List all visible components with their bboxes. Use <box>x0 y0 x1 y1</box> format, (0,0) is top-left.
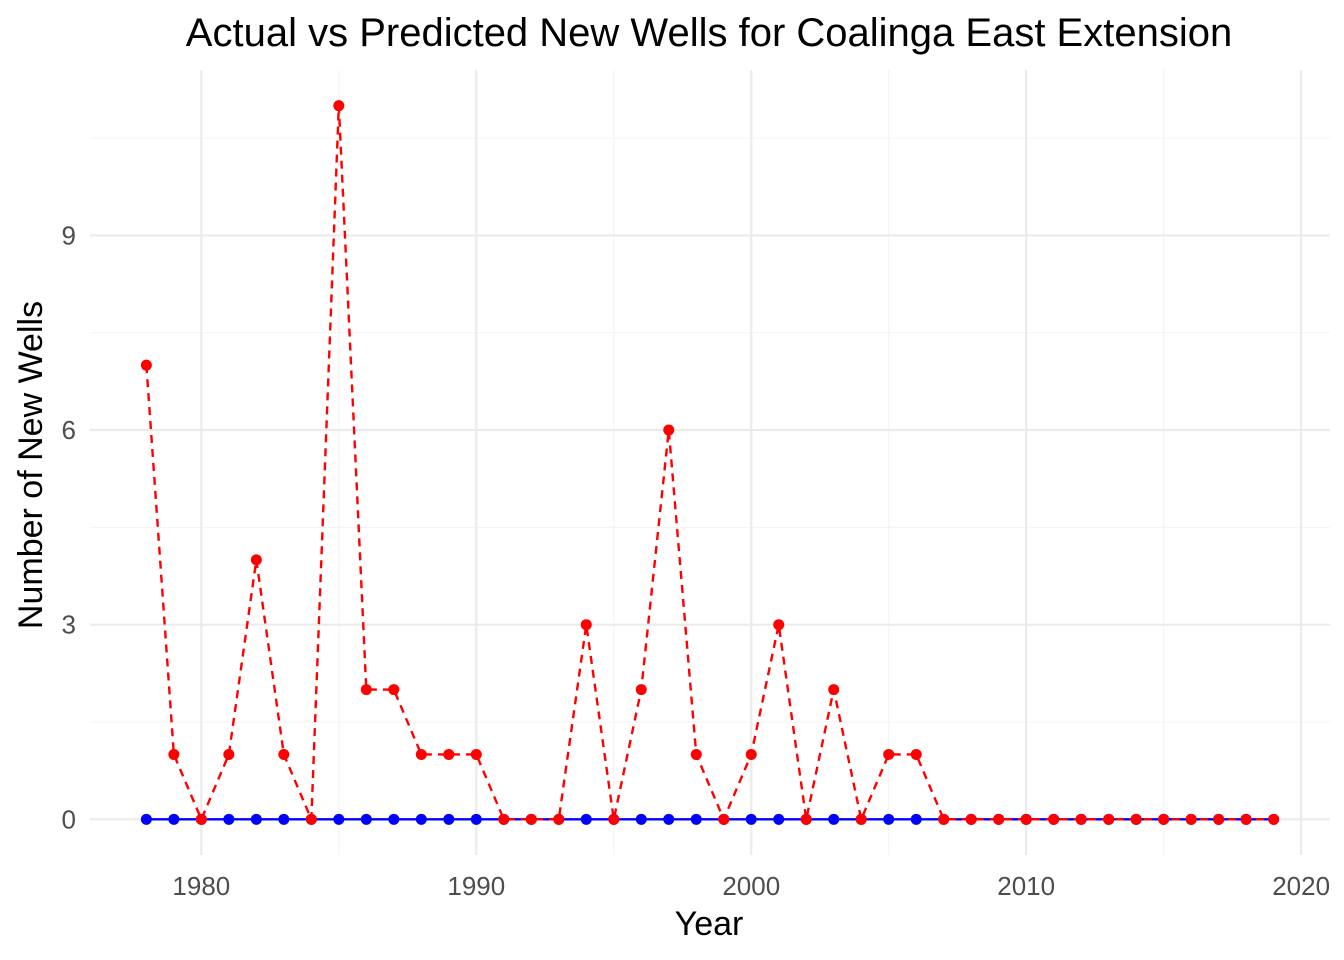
actual-point <box>773 619 785 631</box>
grid <box>90 70 1330 855</box>
predicted-point <box>910 813 922 825</box>
predicted-point <box>250 813 262 825</box>
actual-point <box>1075 813 1087 825</box>
predicted-point <box>883 813 895 825</box>
actual-point <box>910 748 922 760</box>
actual-point <box>443 748 455 760</box>
actual-point <box>1213 813 1225 825</box>
predicted-point <box>828 813 840 825</box>
predicted-point <box>745 813 757 825</box>
x-tick-label: 1990 <box>447 871 505 901</box>
actual-point <box>223 748 235 760</box>
x-axis-ticks: 1980 1990 2000 2010 2020 <box>172 871 1330 901</box>
actual-point <box>608 813 620 825</box>
actual-point <box>305 813 317 825</box>
actual-point <box>168 748 180 760</box>
y-tick-label: 0 <box>62 804 76 834</box>
actual-point <box>1103 813 1115 825</box>
actual-point <box>828 684 840 696</box>
actual-point <box>745 748 757 760</box>
actual-point <box>415 748 427 760</box>
predicted-point <box>663 813 675 825</box>
predicted-point <box>443 813 455 825</box>
actual-point <box>195 813 207 825</box>
predicted-point <box>223 813 235 825</box>
predicted-point <box>773 813 785 825</box>
actual-point <box>663 424 675 436</box>
predicted-point <box>415 813 427 825</box>
predicted-point <box>580 813 592 825</box>
actual-point <box>1185 813 1197 825</box>
x-tick-label: 2010 <box>997 871 1055 901</box>
actual-point <box>800 813 812 825</box>
y-tick-label: 9 <box>62 220 76 250</box>
x-tick-label: 2000 <box>722 871 780 901</box>
actual-point <box>580 619 592 631</box>
predicted-point <box>168 813 180 825</box>
actual-point <box>333 100 345 112</box>
actual-point <box>718 813 730 825</box>
actual-point <box>498 813 510 825</box>
actual-point <box>855 813 867 825</box>
actual-point <box>1158 813 1170 825</box>
actual-series-line <box>145 104 1274 821</box>
actual-point <box>250 554 262 566</box>
actual-point <box>993 813 1005 825</box>
series-layer <box>140 100 1280 825</box>
x-tick-label: 2020 <box>1272 871 1330 901</box>
actual-point <box>278 748 290 760</box>
predicted-point <box>470 813 482 825</box>
actual-point <box>470 748 482 760</box>
actual-point <box>690 748 702 760</box>
actual-point <box>140 359 152 371</box>
predicted-point <box>635 813 647 825</box>
predicted-point <box>278 813 290 825</box>
actual-point <box>938 813 950 825</box>
actual-point <box>553 813 565 825</box>
y-tick-label: 3 <box>62 610 76 640</box>
x-axis-title: Year <box>675 905 744 943</box>
predicted-point <box>140 813 152 825</box>
actual-point <box>1268 813 1280 825</box>
y-tick-label: 6 <box>62 415 76 445</box>
x-tick-label: 1980 <box>172 871 230 901</box>
y-axis-ticks: 0 3 6 9 <box>62 220 76 834</box>
predicted-point <box>360 813 372 825</box>
actual-point <box>635 684 647 696</box>
actual-point <box>360 684 372 696</box>
actual-point <box>1240 813 1252 825</box>
chart-title: Actual vs Predicted New Wells for Coalin… <box>186 11 1232 55</box>
y-axis-title: Number of New Wells <box>12 301 50 629</box>
actual-point <box>525 813 537 825</box>
actual-point <box>1048 813 1060 825</box>
predicted-point <box>388 813 400 825</box>
actual-point <box>965 813 977 825</box>
predicted-point <box>690 813 702 825</box>
actual-point <box>1020 813 1032 825</box>
actual-point <box>388 684 400 696</box>
predicted-point <box>333 813 345 825</box>
actual-point <box>883 748 895 760</box>
actual-point <box>1130 813 1142 825</box>
